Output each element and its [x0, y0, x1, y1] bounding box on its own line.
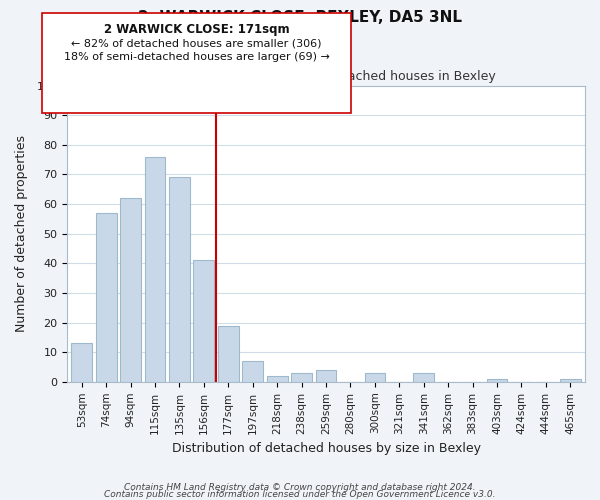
Bar [169, 178, 190, 382]
Bar [365, 373, 385, 382]
Bar [267, 376, 287, 382]
Text: Contains HM Land Registry data © Crown copyright and database right 2024.: Contains HM Land Registry data © Crown c… [124, 484, 476, 492]
Bar [193, 260, 214, 382]
Bar [71, 344, 92, 382]
Text: 2, WARWICK CLOSE, BEXLEY, DA5 3NL: 2, WARWICK CLOSE, BEXLEY, DA5 3NL [138, 10, 462, 25]
Text: 18% of semi-detached houses are larger (69) →: 18% of semi-detached houses are larger (… [64, 52, 329, 62]
Bar [242, 361, 263, 382]
Bar [316, 370, 337, 382]
Bar [487, 379, 508, 382]
Bar [560, 379, 581, 382]
Bar [291, 373, 312, 382]
Bar [96, 213, 116, 382]
Bar [413, 373, 434, 382]
Bar [145, 156, 166, 382]
Text: ← 82% of detached houses are smaller (306): ← 82% of detached houses are smaller (30… [71, 38, 322, 48]
X-axis label: Distribution of detached houses by size in Bexley: Distribution of detached houses by size … [172, 442, 481, 455]
Bar [218, 326, 239, 382]
Title: Size of property relative to detached houses in Bexley: Size of property relative to detached ho… [156, 70, 496, 83]
Bar [120, 198, 141, 382]
Text: Contains public sector information licensed under the Open Government Licence v3: Contains public sector information licen… [104, 490, 496, 499]
Y-axis label: Number of detached properties: Number of detached properties [15, 135, 28, 332]
Text: 2 WARWICK CLOSE: 171sqm: 2 WARWICK CLOSE: 171sqm [104, 24, 289, 36]
